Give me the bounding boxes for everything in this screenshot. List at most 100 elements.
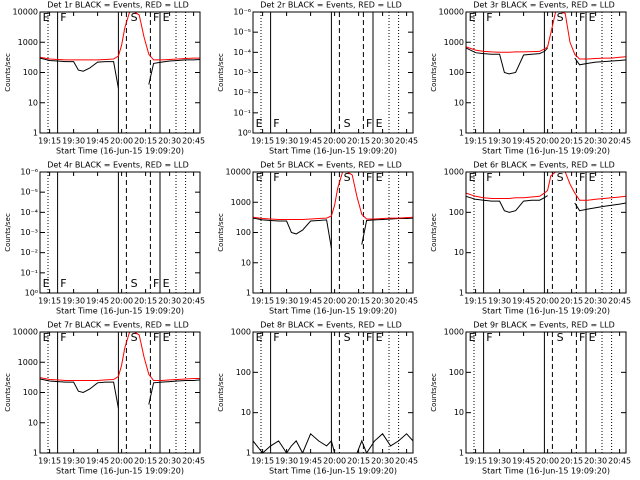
annotation: F — [366, 117, 372, 130]
x-tick-label: 19:30 — [275, 297, 298, 306]
y-axis-label: Counts/sec — [430, 373, 438, 412]
annotation: E — [256, 331, 263, 344]
series-line — [253, 432, 413, 453]
annotation: F — [60, 331, 66, 344]
series-line — [253, 217, 413, 249]
panel: Det 1r BLACK = Events, RED = LLD Start Ti… — [4, 1, 205, 156]
x-axis-label: Start Time (16-Jun-15 19:09:20) — [269, 307, 397, 316]
y-tick-label: 100 — [449, 368, 464, 377]
y-tick-label: 1 — [459, 449, 464, 458]
plot-frame — [252, 11, 414, 134]
y-tick-label: 10⁻⁶ — [20, 168, 38, 177]
x-tick-label: 19:45 — [512, 297, 535, 306]
y-tick-label: 10000 — [13, 8, 38, 17]
y-tick-label: 10 — [454, 98, 464, 107]
annotation: E — [256, 171, 263, 184]
panel-title: Det 7r BLACK = Events, RED = LLD — [47, 321, 189, 330]
annotation: E — [469, 171, 476, 184]
y-tick-label: 10⁻¹ — [233, 108, 251, 117]
series-line — [466, 195, 626, 213]
y-tick-label: 10 — [241, 408, 251, 417]
plot-frame — [465, 11, 627, 134]
y-tick-label: 10⁻¹ — [20, 268, 38, 277]
y-axis-label: Counts/sec — [430, 213, 438, 252]
x-tick-label: 20:30 — [584, 297, 607, 306]
x-tick-label: 20:00 — [536, 457, 559, 466]
y-axis-label: Counts/sec — [4, 213, 12, 252]
y-tick-label: 10⁰ — [238, 129, 251, 138]
y-axis-label: Counts/sec — [217, 53, 225, 92]
x-tick-label: 20:45 — [182, 457, 205, 466]
annotation: E — [43, 277, 50, 290]
y-tick-label: 10⁻³ — [20, 228, 38, 237]
y-tick-label: 10⁻³ — [233, 68, 251, 77]
annotation: S — [344, 331, 351, 344]
annotation: E — [376, 171, 383, 184]
x-tick-label: 20:30 — [371, 137, 394, 146]
annotation: F — [273, 171, 279, 184]
panel-title: Det 1r BLACK = Events, RED = LLD — [47, 1, 189, 10]
annotation: S — [557, 171, 564, 184]
plot-frame — [252, 171, 414, 294]
y-tick-label: 1000 — [444, 168, 464, 177]
annotation: F — [366, 171, 372, 184]
annotation: E — [163, 11, 170, 24]
x-tick-label: 20:15 — [134, 457, 157, 466]
x-tick-label: 19:30 — [488, 297, 511, 306]
annotation: S — [557, 11, 564, 24]
x-axis-label: Start Time (16-Jun-15 19:09:20) — [269, 147, 397, 156]
x-tick-label: 20:00 — [110, 457, 133, 466]
x-tick-label: 19:30 — [488, 137, 511, 146]
x-tick-label: 20:30 — [371, 297, 394, 306]
annotation: S — [557, 331, 564, 344]
annotation: F — [60, 277, 66, 290]
x-tick-label: 20:30 — [584, 457, 607, 466]
plot-frame — [39, 171, 201, 294]
x-tick-label: 20:15 — [560, 137, 583, 146]
x-tick-label: 19:15 — [251, 297, 274, 306]
annotation: E — [163, 277, 170, 290]
y-tick-label: 1000 — [231, 328, 251, 337]
x-tick-label: 19:30 — [62, 297, 85, 306]
y-tick-label: 10⁻⁵ — [233, 28, 251, 37]
x-tick-label: 19:15 — [38, 297, 61, 306]
x-tick-label: 19:45 — [512, 457, 535, 466]
x-tick-label: 19:45 — [299, 297, 322, 306]
x-tick-label: 20:00 — [323, 297, 346, 306]
plot-frame — [252, 331, 414, 454]
panel-title: Det 2r BLACK = Events, RED = LLD — [260, 1, 402, 10]
series-line — [253, 172, 413, 220]
x-tick-label: 19:30 — [488, 457, 511, 466]
x-tick-label: 19:30 — [62, 137, 85, 146]
plot-frame — [465, 331, 627, 454]
annotation: E — [43, 331, 50, 344]
y-tick-label: 10⁻⁴ — [233, 48, 251, 57]
x-tick-label: 20:15 — [134, 137, 157, 146]
x-tick-label: 19:15 — [251, 457, 274, 466]
x-tick-label: 20:15 — [347, 297, 370, 306]
y-tick-label: 1 — [33, 449, 38, 458]
x-tick-label: 20:00 — [110, 297, 133, 306]
y-tick-label: 1000 — [444, 38, 464, 47]
x-tick-label: 20:15 — [347, 457, 370, 466]
annotation: F — [60, 11, 66, 24]
x-tick-label: 20:00 — [536, 137, 559, 146]
annotation: E — [256, 117, 263, 130]
y-tick-label: 1 — [246, 289, 251, 298]
y-tick-label: 10 — [241, 258, 251, 267]
y-axis-label: Counts/sec — [430, 53, 438, 92]
y-tick-label: 1000 — [18, 38, 38, 47]
annotation: S — [131, 277, 138, 290]
y-axis-label: Counts/sec — [217, 213, 225, 252]
y-tick-label: 100 — [23, 388, 38, 397]
x-tick-label: 20:15 — [134, 297, 157, 306]
panel-title: Det 3r BLACK = Events, RED = LLD — [473, 1, 615, 10]
x-tick-label: 20:00 — [323, 137, 346, 146]
plot-frame — [39, 11, 201, 134]
panel-title: Det 4r BLACK = Events, RED = LLD — [47, 161, 189, 170]
x-tick-label: 19:30 — [275, 457, 298, 466]
y-tick-label: 10000 — [13, 328, 38, 337]
annotation: E — [43, 11, 50, 24]
panel: Det 5r BLACK = Events, RED = LLD Start Ti… — [217, 161, 418, 316]
annotation: F — [579, 331, 585, 344]
